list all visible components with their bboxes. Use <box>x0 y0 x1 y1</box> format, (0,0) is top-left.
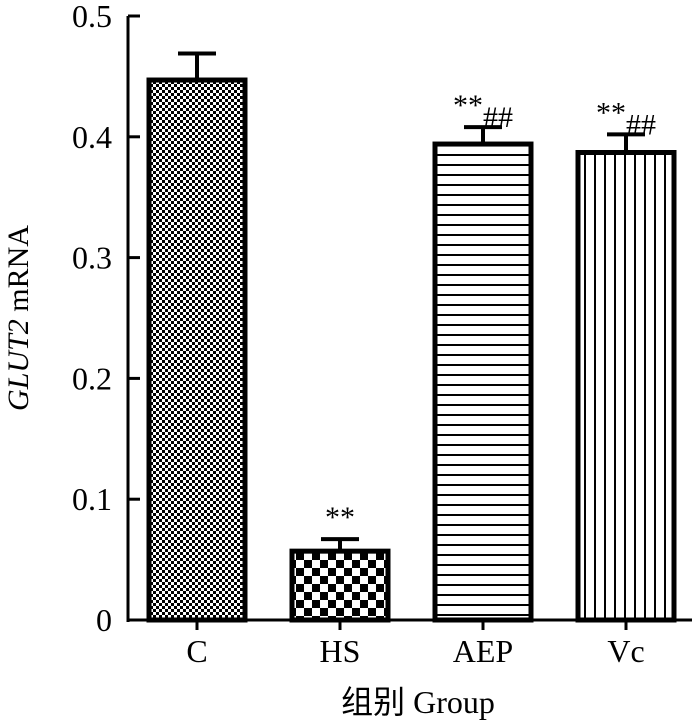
y-tick-label-1: 0.1 <box>72 481 112 517</box>
y-axis-label-rest: mRNA <box>2 225 35 320</box>
x-tick-label-c: C <box>186 633 207 669</box>
bar-hs <box>289 548 391 623</box>
y-axis-label-italic: GLUT2 <box>2 319 35 411</box>
significance-label-aep: **## <box>453 89 513 134</box>
y-tick-label-2: 0.2 <box>72 360 112 396</box>
x-tick-label-aep: AEP <box>453 633 513 669</box>
significance-label-hs: ** <box>325 501 355 534</box>
bar-c <box>146 77 248 623</box>
y-ticks: 0 0.1 0.2 0.3 0.4 0.5 <box>72 0 140 638</box>
y-axis-label: GLUT2 mRNA <box>2 225 35 411</box>
bar-vc <box>575 150 677 623</box>
x-tick-label-hs: HS <box>320 633 361 669</box>
x-axis-label: 组别 Group <box>341 684 495 720</box>
y-tick-label-4: 0.4 <box>72 119 112 155</box>
significance-label-vc: **## <box>596 96 656 141</box>
x-tick-label-vc: Vc <box>607 633 644 669</box>
bar-aep <box>432 141 534 623</box>
y-tick-label-3: 0.3 <box>72 240 112 276</box>
x-ticks: C HS AEP Vc <box>186 620 645 669</box>
y-tick-label-0: 0 <box>96 602 112 638</box>
bars: ** **## **## <box>146 51 677 623</box>
y-tick-label-5: 0.5 <box>72 0 112 34</box>
